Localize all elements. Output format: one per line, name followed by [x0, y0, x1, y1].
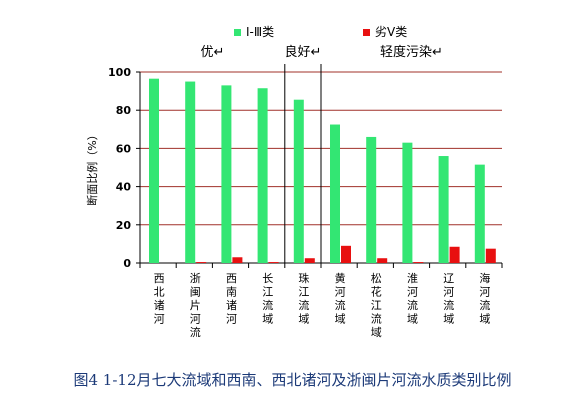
x-tick-label: 长江流域	[262, 272, 273, 326]
bar-series-2-2	[196, 262, 207, 263]
bar-series-1-10	[474, 164, 485, 263]
group-label: 良好↵	[284, 44, 321, 60]
y-tick-label: 80	[116, 104, 132, 117]
bar-series-2-8	[413, 262, 424, 263]
bar-series-1-2	[185, 81, 196, 263]
bar-series-2-3	[232, 257, 243, 263]
bar-series-1-7	[366, 136, 377, 263]
y-tick-label: 20	[116, 219, 132, 232]
figure-caption: 图4 1-12月七大流域和西南、西北诸河及浙闽片河流水质类别比例	[73, 371, 512, 389]
bar-series-2-10	[485, 248, 496, 263]
x-tick-label: 松花江流域	[371, 271, 382, 339]
y-tick-label: 40	[116, 181, 132, 194]
x-tick-label: 珠江流域	[298, 271, 309, 326]
legend-swatch-2	[363, 29, 370, 36]
x-tick-label: 淮河流域	[407, 272, 418, 326]
bar-series-2-7	[377, 258, 388, 263]
x-tick-label: 海河流域	[479, 271, 490, 326]
group-label: 轻度污染↵	[380, 44, 443, 60]
y-tick-label: 60	[116, 142, 132, 155]
chart: 0 20 40 60 80 100 断面比例（%） 西北诸河 浙闽片河流 西南诸河 长江流域 珠江流域…	[85, 25, 503, 339]
x-tick-label: 浙闽片河流	[190, 272, 201, 339]
y-tick-label: 100	[108, 66, 131, 79]
bar-series-1-1	[149, 78, 159, 263]
legend-label-1: Ⅰ-Ⅲ类	[246, 25, 274, 39]
bar-series-1-6	[330, 124, 340, 264]
bar-series-2-5	[304, 258, 315, 263]
group-label: 优↵	[200, 45, 224, 60]
bar-series-1-9	[438, 156, 449, 263]
legend-label-2: 劣Ⅴ类	[375, 25, 407, 39]
bar-series-2-6	[341, 245, 351, 263]
bar-series-1-5	[293, 99, 304, 263]
y-tick-label: 0	[123, 257, 131, 270]
y-axis-label: 断面比例（%）	[85, 129, 99, 205]
bar-series-1-3	[221, 85, 232, 264]
bar-series-1-4	[257, 88, 268, 263]
bar-series-1-8	[402, 142, 413, 263]
x-tick-label: 西北诸河	[154, 272, 165, 326]
legend-swatch-1	[234, 29, 241, 36]
x-tick-label: 辽河流域	[443, 272, 454, 326]
x-tick-label: 黄河流域	[335, 271, 346, 326]
x-tick-label: 西南诸河	[226, 272, 237, 326]
bar-series-2-4	[268, 262, 279, 263]
bar-series-2-9	[449, 246, 460, 263]
